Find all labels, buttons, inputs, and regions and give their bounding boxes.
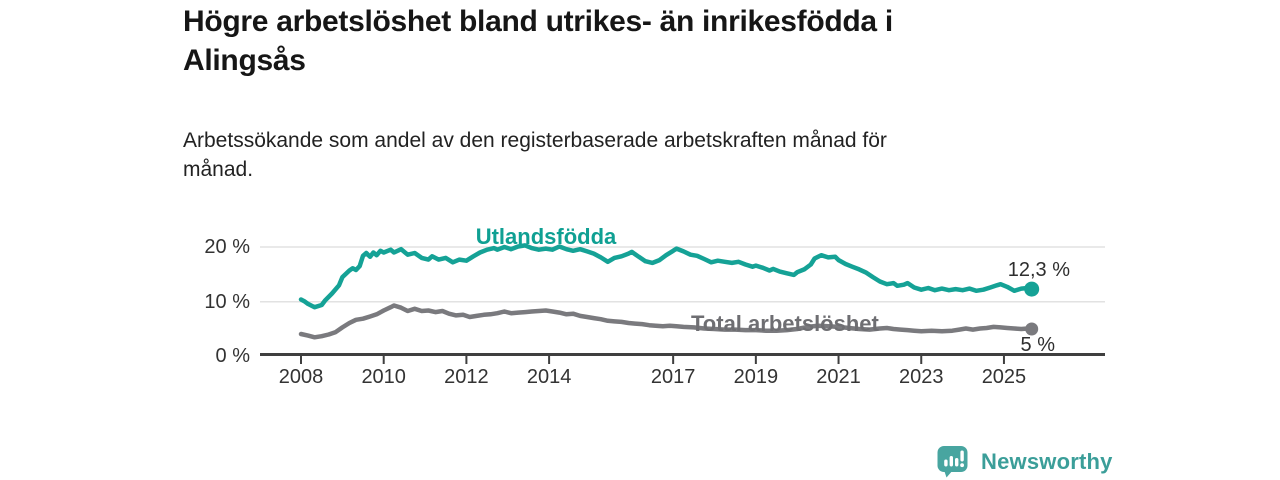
- newsworthy-wordmark: Newsworthy: [981, 448, 1113, 474]
- x-tick-label: 2017: [650, 366, 696, 388]
- x-tick-label: 2014: [526, 366, 572, 388]
- x-axis: [260, 353, 1105, 364]
- x-tick-label: 2021: [816, 366, 861, 388]
- series-lines: [298, 243, 1040, 340]
- series-end-dot-0: [1024, 281, 1040, 297]
- series-line-1: [298, 303, 1034, 340]
- gridlines: [260, 246, 1105, 303]
- y-tick-label: 0 %: [215, 345, 250, 368]
- series-label-total-arbetsloshet: Total arbetslöshet: [691, 311, 879, 336]
- x-tick-label: 2008: [278, 366, 324, 388]
- y-tick-label: 10 %: [204, 290, 250, 313]
- chart-title: Högre arbetslöshet bland utrikes- än inr…: [183, 5, 893, 77]
- newsworthy-bubble-chart-icon: [936, 445, 972, 478]
- series-label-utlandsfodda: Utlandsfödda: [475, 224, 617, 249]
- newsworthy-logo[interactable]: Newsworthy: [936, 445, 1113, 478]
- series-line-0: [298, 243, 1034, 310]
- series-end-dot-1: [1025, 322, 1039, 336]
- x-tick-label: 2019: [733, 366, 779, 388]
- x-tick-label: 2025: [981, 366, 1027, 388]
- end-value-total: 5 %: [1020, 334, 1055, 356]
- x-tick-label: 2023: [899, 366, 944, 388]
- end-value-utlandsfodda: 12,3 %: [1007, 259, 1070, 281]
- x-tick-label: 2012: [444, 366, 489, 388]
- y-tick-label: 20 %: [204, 236, 250, 258]
- chart-subtitle: Arbetssökande som andel av den registerb…: [183, 129, 887, 181]
- x-tick-label: 2010: [361, 366, 406, 388]
